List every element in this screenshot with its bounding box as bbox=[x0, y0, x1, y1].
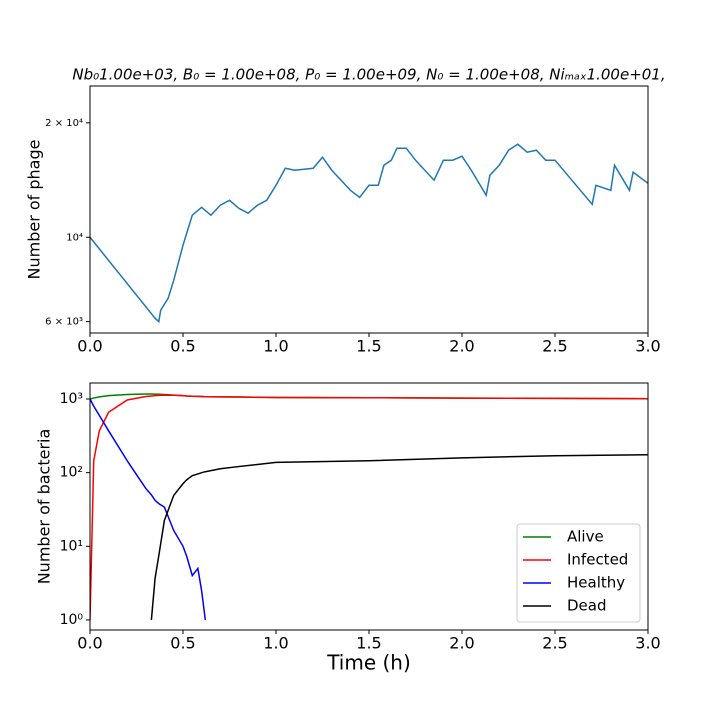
plot-area bbox=[90, 143, 648, 324]
x-tick-label: 2.0 bbox=[449, 634, 474, 653]
plot-area bbox=[90, 393, 648, 621]
data-line bbox=[90, 398, 207, 621]
y-tick-label: 6 × 10³ bbox=[45, 317, 83, 328]
x-tick-label: 1.0 bbox=[263, 337, 288, 356]
legend-label: Alive bbox=[567, 528, 604, 546]
data-line bbox=[90, 143, 648, 324]
x-tick-label: 0.0 bbox=[77, 337, 102, 356]
x-tick-label: 1.5 bbox=[356, 634, 381, 653]
legend-box bbox=[516, 523, 641, 623]
legend: Alive Infected Healthy Dead bbox=[516, 523, 641, 623]
x-tick-label: 0.5 bbox=[170, 634, 195, 653]
y-axis-label: Number of phage bbox=[25, 140, 44, 280]
x-tick-label: 0.0 bbox=[77, 634, 102, 653]
legend-label: Infected bbox=[567, 551, 628, 569]
x-tick-label: 2.5 bbox=[542, 634, 567, 653]
x-axis-label: Time (h) bbox=[326, 651, 411, 675]
y-tick-label: 10¹ bbox=[60, 538, 83, 554]
axes-frame bbox=[89, 382, 649, 631]
y-tick-label: 2 × 10⁴ bbox=[45, 118, 83, 129]
legend-label: Dead bbox=[567, 597, 607, 615]
y-tick-label: 10² bbox=[60, 465, 83, 481]
x-tick-label: 1.0 bbox=[263, 634, 288, 653]
x-tick-label: 3.0 bbox=[635, 634, 660, 653]
data-line bbox=[90, 394, 648, 620]
y-tick-label: 10⁴ bbox=[66, 232, 83, 243]
legend-label: Healthy bbox=[567, 574, 625, 592]
y-tick-label: 10⁰ bbox=[60, 612, 84, 628]
axes-frame bbox=[89, 85, 649, 334]
data-line bbox=[150, 454, 648, 621]
y-tick-label: 10³ bbox=[60, 391, 83, 407]
chart-title: Nb₀1.00e+03, B₀ = 1.00e+08, P₀ = 1.00e+0… bbox=[72, 66, 665, 84]
x-tick-label: 1.5 bbox=[356, 337, 381, 356]
y-axis-label: Number of bacteria bbox=[35, 429, 54, 585]
x-tick-label: 2.5 bbox=[542, 337, 567, 356]
x-tick-label: 2.0 bbox=[449, 337, 474, 356]
x-tick-label: 3.0 bbox=[635, 337, 660, 356]
x-tick-label: 0.5 bbox=[170, 337, 195, 356]
